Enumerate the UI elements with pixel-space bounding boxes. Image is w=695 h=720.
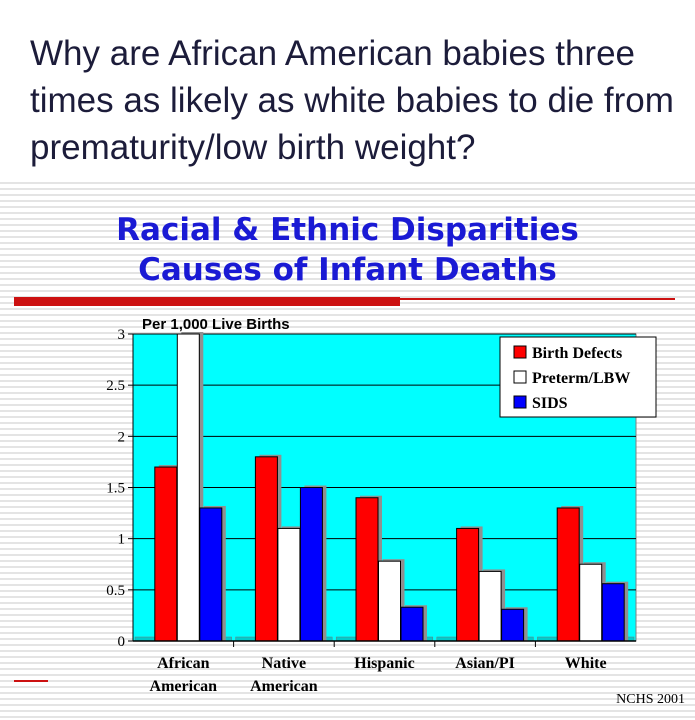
legend-label: Preterm/LBW <box>532 370 630 387</box>
bar <box>254 456 278 642</box>
chart-title: Racial & Ethnic Disparities Causes of In… <box>0 210 695 290</box>
red-divider-thin <box>400 298 675 300</box>
bar <box>154 466 178 642</box>
chart-title-line-1: Racial & Ethnic Disparities <box>116 212 579 248</box>
bar <box>601 583 625 642</box>
red-divider-thick <box>14 297 400 306</box>
bar <box>501 608 525 642</box>
bar <box>176 333 200 642</box>
x-tick-label: American <box>150 678 218 695</box>
legend-label: Birth Defects <box>532 345 622 362</box>
y-tick-label: 1 <box>118 532 126 548</box>
chart-title-line-2: Causes of Infant Deaths <box>138 252 557 288</box>
bar <box>378 560 401 642</box>
x-tick-label: African <box>157 655 210 672</box>
x-tick-label: American <box>250 678 318 695</box>
x-tick-label: Asian/PI <box>455 655 515 672</box>
bar <box>579 563 603 642</box>
bar <box>400 606 424 642</box>
legend-swatch <box>513 345 527 359</box>
source-citation: NCHS 2001 <box>616 692 685 707</box>
legend-swatch <box>513 395 527 409</box>
legend-swatch <box>513 370 527 384</box>
bar <box>556 507 580 642</box>
y-tick-label: 3 <box>118 327 126 343</box>
bar <box>478 570 502 642</box>
y-tick-label: 0 <box>118 634 126 650</box>
bar <box>355 497 379 642</box>
x-tick-label: Hispanic <box>354 655 414 672</box>
chart-subtitle: Per 1,000 Live Births <box>142 316 290 333</box>
bar <box>456 527 480 642</box>
bar <box>199 507 223 642</box>
y-tick-label: 2.5 <box>106 378 125 394</box>
y-tick-label: 1.5 <box>106 481 125 497</box>
question-heading: Why are African American babies three ti… <box>30 34 674 167</box>
x-tick-label: Native <box>262 655 306 672</box>
bar <box>277 527 301 642</box>
bar <box>299 487 323 642</box>
x-tick-label: White <box>565 655 607 672</box>
y-tick-label: 2 <box>118 429 126 445</box>
red-divider-bottom <box>14 680 48 682</box>
y-tick-label: 0.5 <box>106 583 125 599</box>
legend-label: SIDS <box>532 395 568 412</box>
